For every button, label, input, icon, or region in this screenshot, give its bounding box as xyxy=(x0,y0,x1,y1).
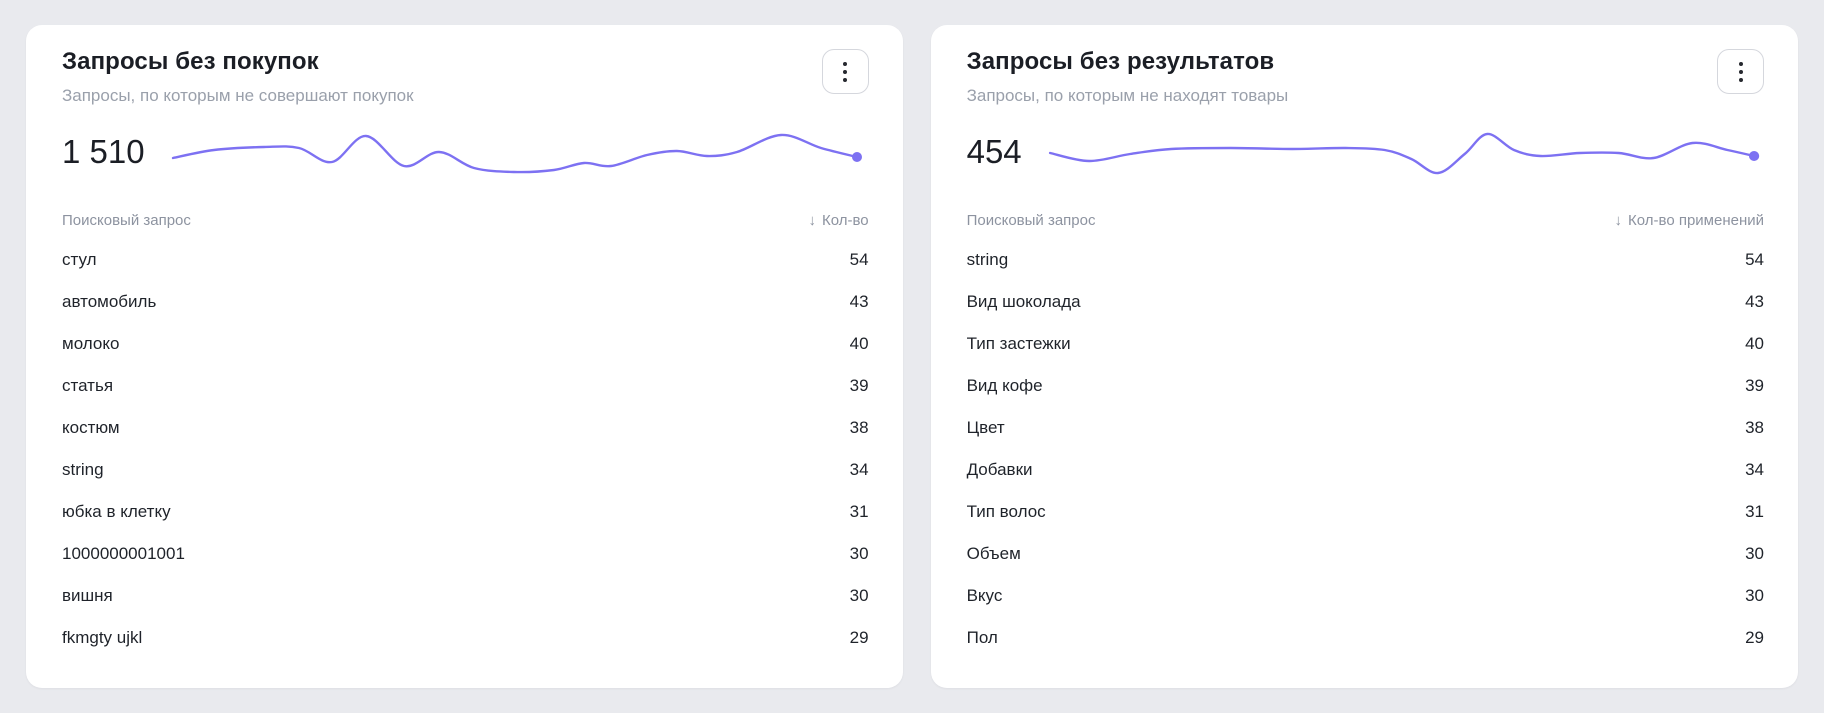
table-header-row: Поисковый запрос ↓ Кол-во xyxy=(62,207,869,233)
query-cell: Цвет xyxy=(966,418,1005,437)
query-cell: Объем xyxy=(966,544,1021,563)
query-cell: string xyxy=(62,460,104,479)
table-body: string 54 Вид шоколада 43 Тип застежки 4… xyxy=(967,239,1764,659)
sparkline-chart xyxy=(1046,124,1759,180)
card-header-text: Запросы без покупок Запросы, по которым … xyxy=(62,47,414,107)
table-row[interactable]: молоко 40 xyxy=(62,323,869,365)
card-header: Запросы без покупок Запросы, по которым … xyxy=(62,47,869,107)
table-row[interactable]: Тип волос 31 xyxy=(967,491,1764,533)
card-queries-without-purchases: Запросы без покупок Запросы, по которым … xyxy=(26,25,903,688)
query-cell: Тип застежки xyxy=(966,334,1071,353)
table-row[interactable]: Добавки 34 xyxy=(967,449,1764,491)
table-row[interactable]: string 34 xyxy=(62,449,869,491)
query-cell: автомобиль xyxy=(62,292,157,311)
card-title: Запросы без результатов xyxy=(966,48,1275,75)
count-cell: 34 xyxy=(849,460,869,479)
kebab-menu-icon xyxy=(843,61,848,82)
column-header-query: Поисковый запрос xyxy=(62,211,191,229)
table-row[interactable]: Пол 29 xyxy=(967,617,1764,659)
query-cell: стул xyxy=(62,250,97,269)
sparkline-chart xyxy=(169,124,862,180)
metric-value: 1 510 xyxy=(62,133,145,170)
count-cell: 31 xyxy=(849,502,869,521)
query-cell: статья xyxy=(62,376,114,395)
count-cell: 30 xyxy=(1745,586,1764,605)
query-cell: Вкус xyxy=(966,586,1003,605)
table-row[interactable]: костюм 38 xyxy=(62,407,869,449)
count-cell: 34 xyxy=(1745,460,1764,479)
column-header-count[interactable]: ↓ Кол-во применений xyxy=(1615,212,1764,229)
query-cell: костюм xyxy=(62,418,120,437)
sparkline-end-dot xyxy=(851,152,862,162)
query-cell: 1000000001001 xyxy=(62,544,185,563)
count-cell: 54 xyxy=(1745,250,1764,269)
card-queries-without-results: Запросы без результатов Запросы, по кото… xyxy=(930,25,1798,688)
count-cell: 30 xyxy=(1745,544,1764,563)
query-cell: fkmgty ujkl xyxy=(62,628,143,647)
query-cell: Вид шоколада xyxy=(966,292,1081,311)
sort-descending-icon: ↓ xyxy=(808,211,816,229)
table-row[interactable]: Вид шоколада 43 xyxy=(967,281,1764,323)
table-row[interactable]: юбка в клетку 31 xyxy=(62,491,869,533)
table-row[interactable]: вишня 30 xyxy=(62,575,869,617)
count-cell: 54 xyxy=(849,250,869,269)
table-row[interactable]: string 54 xyxy=(967,239,1764,281)
table-row[interactable]: Объем 30 xyxy=(967,533,1764,575)
query-cell: string xyxy=(966,250,1009,269)
metric-row: 1 510 xyxy=(62,123,869,181)
query-cell: Пол xyxy=(966,628,998,647)
sparkline-end-dot xyxy=(1748,151,1759,161)
query-cell: Тип волос xyxy=(966,502,1046,521)
table-body: стул 54 автомобиль 43 молоко 40 статья 3… xyxy=(62,239,869,659)
query-cell: Вид кофе xyxy=(966,376,1043,395)
query-cell: Добавки xyxy=(966,460,1033,479)
metric-row: 454 xyxy=(967,123,1764,181)
column-header-count[interactable]: ↓ Кол-во xyxy=(808,212,868,229)
query-cell: вишня xyxy=(62,586,113,605)
count-cell: 29 xyxy=(849,628,869,647)
count-cell: 39 xyxy=(849,376,869,395)
count-cell: 39 xyxy=(1745,376,1764,395)
table-row[interactable]: Тип застежки 40 xyxy=(967,323,1764,365)
card-menu-button[interactable] xyxy=(1717,49,1764,94)
card-header-text: Запросы без результатов Запросы, по кото… xyxy=(967,47,1289,107)
count-cell: 30 xyxy=(849,586,869,605)
count-cell: 38 xyxy=(1745,418,1764,437)
column-header-count-label: Кол-во применений xyxy=(1628,211,1764,229)
table-row[interactable]: fkmgty ujkl 29 xyxy=(62,617,869,659)
table-row[interactable]: статья 39 xyxy=(62,365,869,407)
table-row[interactable]: автомобиль 43 xyxy=(62,281,869,323)
table-row[interactable]: стул 54 xyxy=(62,239,869,281)
card-menu-button[interactable] xyxy=(821,49,869,94)
query-cell: молоко xyxy=(62,334,120,353)
count-cell: 43 xyxy=(1745,292,1764,311)
card-header: Запросы без результатов Запросы, по кото… xyxy=(967,47,1764,107)
table-header-row: Поисковый запрос ↓ Кол-во применений xyxy=(967,207,1764,233)
sparkline-path xyxy=(173,135,857,172)
count-cell: 29 xyxy=(1745,628,1764,647)
table-row[interactable]: Цвет 38 xyxy=(967,407,1764,449)
count-cell: 40 xyxy=(1745,334,1764,353)
table-row[interactable]: Вкус 30 xyxy=(967,575,1764,617)
column-header-count-label: Кол-во xyxy=(821,211,869,229)
metric-value: 454 xyxy=(966,133,1022,170)
column-header-query: Поисковый запрос xyxy=(966,211,1096,229)
count-cell: 40 xyxy=(849,334,869,353)
card-subtitle: Запросы, по которым не совершают покупок xyxy=(62,86,414,105)
card-title: Запросы без покупок xyxy=(62,48,319,75)
table-row[interactable]: 1000000001001 30 xyxy=(62,533,869,575)
kebab-menu-icon xyxy=(1738,61,1743,82)
table-row[interactable]: Вид кофе 39 xyxy=(967,365,1764,407)
count-cell: 38 xyxy=(849,418,869,437)
count-cell: 43 xyxy=(849,292,869,311)
card-subtitle: Запросы, по которым не находят товары xyxy=(966,86,1289,105)
query-cell: юбка в клетку xyxy=(62,502,171,521)
count-cell: 31 xyxy=(1745,502,1764,521)
count-cell: 30 xyxy=(849,544,869,563)
sort-descending-icon: ↓ xyxy=(1614,211,1623,229)
sparkline-path xyxy=(1050,134,1754,173)
